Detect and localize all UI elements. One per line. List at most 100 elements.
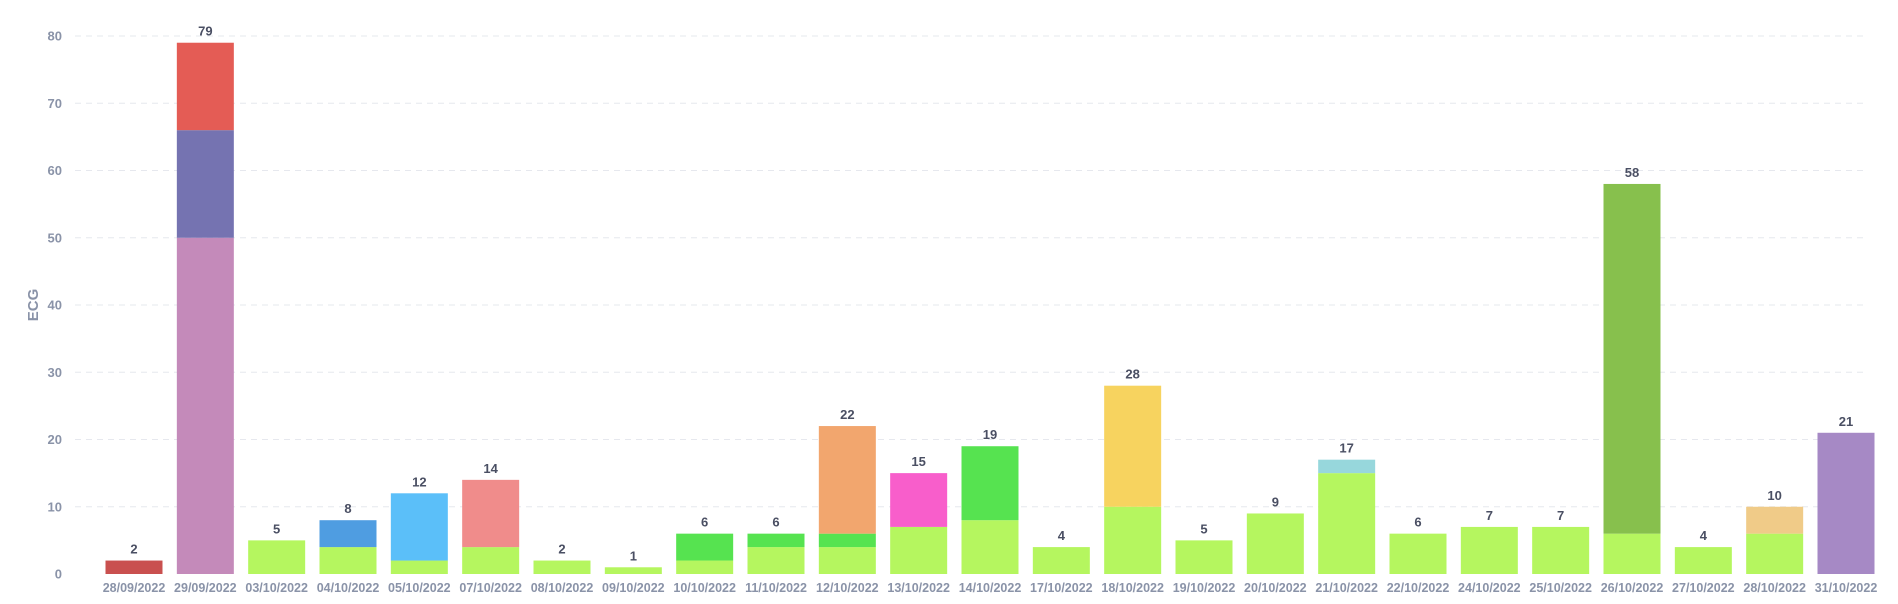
bar-segment (1246, 513, 1304, 574)
bar-segment (462, 479, 520, 548)
bar-total-label: 22 (840, 407, 854, 422)
bar-segment (961, 446, 1019, 521)
bar-stack (1746, 506, 1804, 574)
bar-total-label: 7 (1557, 508, 1564, 523)
bar-segment (462, 547, 520, 574)
bar-stack (1175, 540, 1233, 574)
x-tick-label: 19/10/2022 (1173, 581, 1236, 595)
bar-total-label: 10 (1767, 488, 1781, 503)
bar-total-label: 7 (1486, 508, 1493, 523)
x-tick-label: 07/10/2022 (459, 581, 522, 595)
x-tick-label: 04/10/2022 (317, 581, 380, 595)
bar-stack (604, 567, 662, 574)
bar-stack (818, 426, 876, 574)
y-tick-label: 70 (48, 96, 62, 111)
bar-stack (1389, 533, 1447, 574)
bar-segment (1104, 385, 1162, 507)
bar-stack (1032, 547, 1090, 574)
bar-segment (1175, 540, 1233, 574)
y-tick-label: 10 (48, 499, 62, 514)
y-tick-label: 50 (48, 230, 62, 245)
bar-total-label: 79 (198, 24, 212, 39)
x-tick-label: 18/10/2022 (1101, 581, 1164, 595)
bar-segment (1104, 506, 1162, 574)
x-axis: 28/09/2022 29/09/2022 03/10/2022 04/10/2022… (103, 581, 1878, 595)
bar-stack (1318, 459, 1376, 574)
bar-segment (676, 533, 734, 561)
x-tick-label: 03/10/2022 (245, 581, 308, 595)
x-tick-label: 13/10/2022 (887, 581, 950, 595)
bar-segment (818, 533, 876, 548)
bar-stack (248, 540, 306, 574)
bar-segment (390, 493, 448, 561)
bar-stack (462, 479, 520, 574)
y-tick-label: 80 (48, 29, 62, 44)
bar-segment (1460, 526, 1518, 574)
bar-stack (890, 473, 948, 574)
bar-stack (1817, 432, 1875, 574)
bar-stack (390, 493, 448, 574)
bar-total-label: 12 (412, 474, 426, 489)
x-tick-label: 10/10/2022 (673, 581, 736, 595)
bar-total-label: 2 (130, 542, 137, 557)
bar-segment (1674, 547, 1732, 574)
x-tick-label: 17/10/2022 (1030, 581, 1093, 595)
bar-total-label: 28 (1125, 367, 1139, 382)
bar-segment (818, 547, 876, 574)
x-tick-label: 21/10/2022 (1315, 581, 1378, 595)
bar-total-label: 5 (1200, 521, 1207, 536)
bar-total-label: 21 (1839, 414, 1853, 429)
bar-segment (818, 426, 876, 534)
bar-stack (319, 520, 377, 574)
bar-segment (319, 547, 377, 574)
bar-segment (747, 547, 805, 574)
y-tick-label: 60 (48, 163, 62, 178)
x-tick-label: 28/10/2022 (1743, 581, 1806, 595)
y-axis-title: ECG (25, 289, 42, 322)
x-tick-label: 08/10/2022 (531, 581, 594, 595)
bar-segment (1603, 533, 1661, 574)
bar-segment (676, 560, 734, 574)
bar-stack (1104, 385, 1162, 574)
x-tick-label: 11/10/2022 (745, 581, 807, 595)
x-tick-label: 09/10/2022 (602, 581, 665, 595)
x-tick-label: 31/10/2022 (1815, 581, 1878, 595)
x-tick-label: 28/09/2022 (103, 581, 166, 595)
bars (105, 42, 1875, 574)
y-axis: 0 10 20 30 40 50 60 70 80 (48, 29, 62, 582)
bar-total-label: 4 (1058, 528, 1066, 543)
bar-stack (961, 446, 1019, 574)
bar-segment (1817, 432, 1875, 574)
bar-total-label: 19 (983, 427, 997, 442)
bar-total-label: 5 (273, 521, 280, 536)
bar-segment (604, 567, 662, 574)
bar-total-label: 6 (701, 515, 708, 530)
bar-segment (961, 520, 1019, 574)
bar-segment (176, 42, 234, 131)
bar-total-label: 8 (344, 501, 351, 516)
x-tick-label: 12/10/2022 (816, 581, 879, 595)
bar-stack (105, 560, 163, 574)
bar-total-label: 14 (483, 461, 498, 476)
bar-stack (1603, 183, 1661, 574)
bar-total-label: 1 (630, 548, 637, 563)
bar-segment (1746, 533, 1804, 574)
gridlines (75, 35, 1868, 508)
x-tick-label: 24/10/2022 (1458, 581, 1521, 595)
bar-segment (747, 533, 805, 548)
bar-segment (1532, 526, 1590, 574)
bar-segment (319, 520, 377, 548)
bar-total-label: 15 (911, 454, 925, 469)
x-tick-label: 20/10/2022 (1244, 581, 1307, 595)
bar-total-label: 6 (1414, 515, 1421, 530)
bar-stack (747, 533, 805, 574)
bar-segment (1318, 473, 1376, 574)
bar-segment (533, 560, 591, 574)
bar-total-label: 58 (1625, 165, 1639, 180)
bar-total-label: 17 (1339, 441, 1353, 456)
bar-segment (248, 540, 306, 574)
bar-segment (390, 560, 448, 574)
y-tick-label: 0 (55, 567, 62, 582)
